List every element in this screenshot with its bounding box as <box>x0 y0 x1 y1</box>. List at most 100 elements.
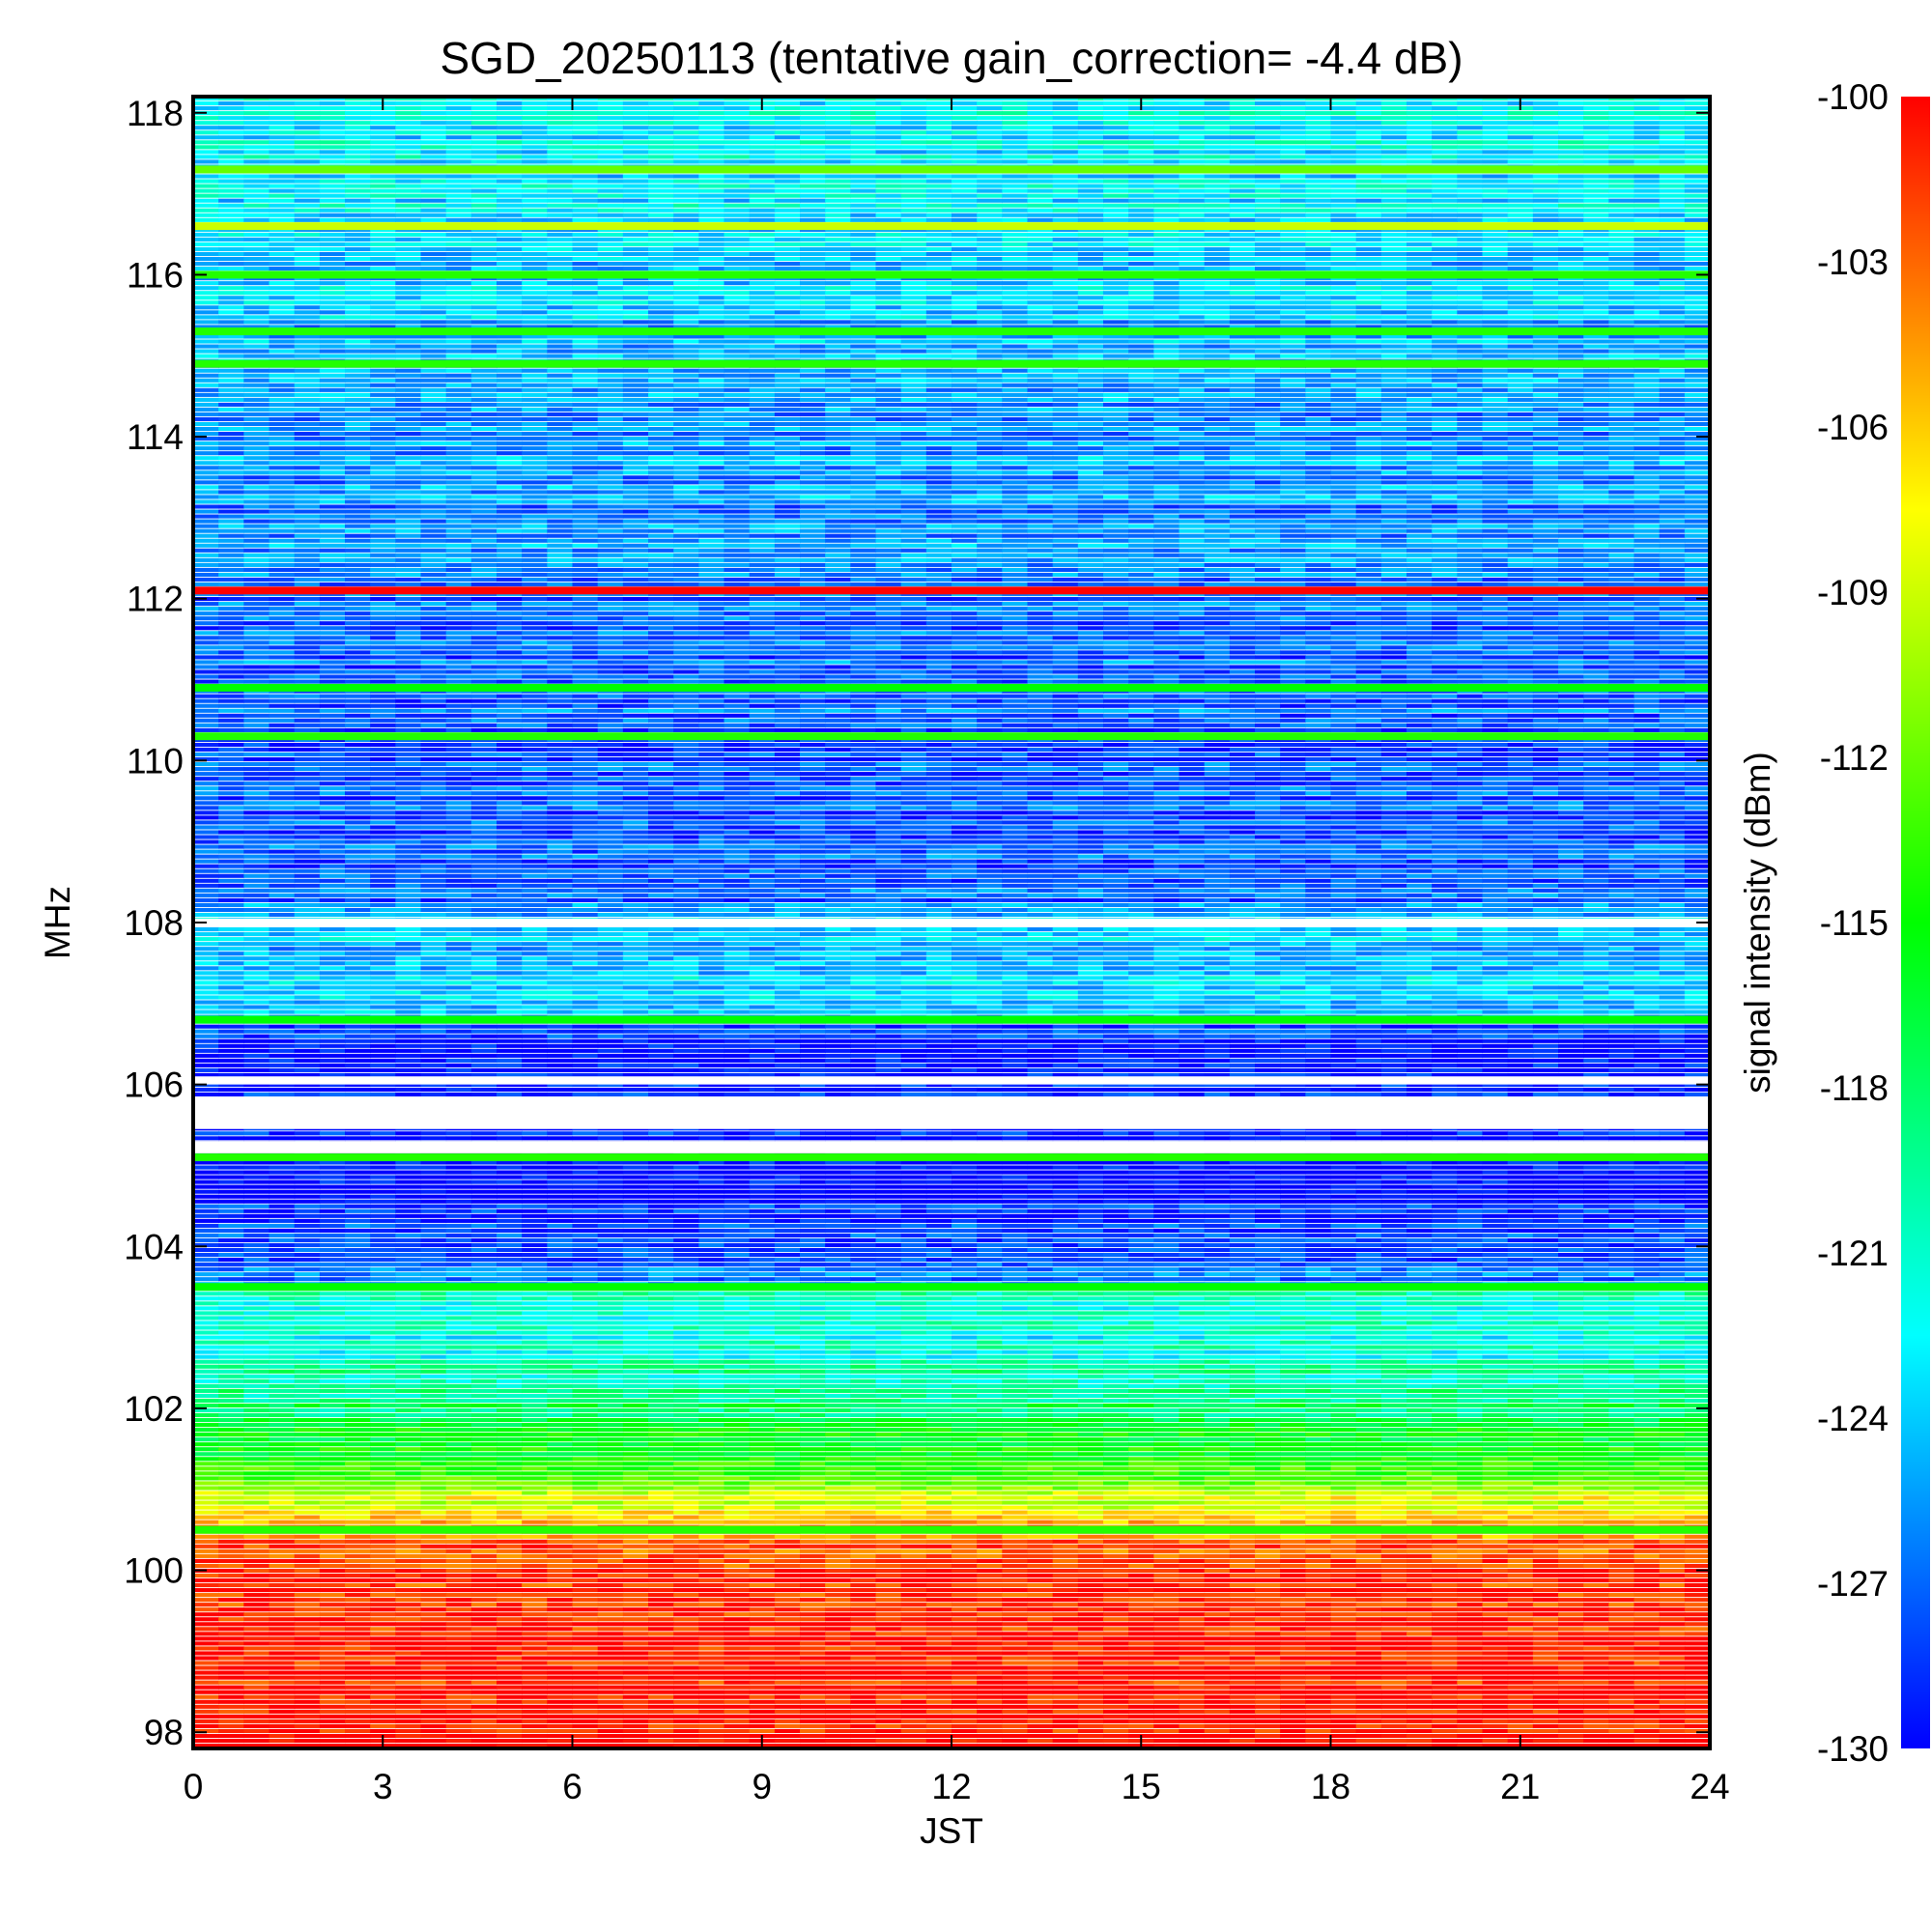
heatmap-cell <box>1280 135 1306 139</box>
heatmap-cell <box>775 150 801 154</box>
heatmap-cell <box>243 209 270 213</box>
heatmap-cell <box>446 379 472 383</box>
heatmap-cell <box>218 194 244 198</box>
heatmap-cell <box>1128 185 1154 188</box>
heatmap-cell <box>1558 310 1584 314</box>
heatmap-cell <box>1153 403 1179 407</box>
heatmap-cell <box>270 213 296 217</box>
heatmap-cell <box>850 369 876 373</box>
heatmap-cell <box>1078 350 1104 354</box>
heatmap-cell <box>370 140 396 144</box>
heatmap-cell <box>800 355 826 358</box>
heatmap-cell <box>598 101 624 105</box>
heatmap-cell <box>1356 150 1382 154</box>
heatmap-cell <box>698 369 724 373</box>
heatmap-cell <box>573 350 599 354</box>
heatmap-cell <box>218 339 244 343</box>
heatmap-cell <box>395 213 421 217</box>
heatmap-cell <box>370 345 396 349</box>
heatmap-cell <box>547 305 573 309</box>
heatmap-cell <box>901 286 927 290</box>
heatmap-cell <box>750 116 776 120</box>
heatmap-cell <box>1432 475 1458 479</box>
heatmap-cell <box>295 145 321 149</box>
heatmap-cell <box>1634 267 1661 270</box>
heatmap-cell <box>698 242 724 246</box>
heatmap-cell <box>270 126 296 129</box>
heatmap-cell <box>1634 180 1661 184</box>
heatmap-cell <box>243 174 270 178</box>
heatmap-cell <box>370 393 396 397</box>
heatmap-cell <box>673 204 699 208</box>
heatmap-cell <box>1053 339 1079 343</box>
heatmap-cell <box>243 345 270 349</box>
heatmap-cell <box>698 111 724 115</box>
heatmap-cell <box>421 461 447 465</box>
heatmap-cell <box>395 480 421 484</box>
heatmap-cell <box>1179 238 1206 242</box>
heatmap-cell <box>1153 194 1179 198</box>
heatmap-cell <box>1381 466 1407 469</box>
heatmap-cell <box>193 427 219 431</box>
heatmap-cell <box>1128 490 1154 494</box>
heatmap-cell <box>497 388 523 392</box>
heatmap-cell <box>1153 121 1179 125</box>
heatmap-cell <box>421 470 447 474</box>
heatmap-cell <box>243 140 270 144</box>
heatmap-cell <box>1205 320 1231 324</box>
heatmap-cell <box>320 369 346 373</box>
heatmap-cell <box>295 403 321 407</box>
heatmap-cell <box>395 291 421 295</box>
heatmap-cell <box>724 159 751 163</box>
heatmap-cell <box>573 499 599 503</box>
heatmap-cell <box>1028 384 1054 387</box>
heatmap-cell <box>395 305 421 309</box>
heatmap-cell <box>345 310 371 314</box>
heatmap-cell <box>926 427 952 431</box>
heatmap-cell <box>1230 194 1256 198</box>
heatmap-cell <box>750 281 776 285</box>
heatmap-cell <box>926 204 952 208</box>
heatmap-cell <box>1028 495 1054 498</box>
heatmap-cell <box>270 456 296 460</box>
heatmap-cell <box>598 140 624 144</box>
heatmap-cell <box>1406 470 1433 474</box>
heatmap-cell <box>952 300 978 304</box>
heatmap-cell <box>1533 106 1559 110</box>
heatmap-cell <box>1305 159 1331 163</box>
heatmap-cell <box>320 441 346 445</box>
heatmap-cell <box>598 393 624 397</box>
heatmap-cell <box>1280 441 1306 445</box>
heatmap-cell <box>1533 238 1559 242</box>
heatmap-cell <box>825 145 851 149</box>
heatmap-cell <box>1305 247 1331 251</box>
heatmap-cell <box>673 345 699 349</box>
heatmap-cell <box>648 379 674 383</box>
heatmap-cell <box>952 374 978 378</box>
heatmap-cell <box>218 320 244 324</box>
heatmap-cell <box>648 242 674 246</box>
heatmap-cell <box>1634 432 1661 436</box>
heatmap-cell <box>901 403 927 407</box>
heatmap-cell <box>698 262 724 266</box>
heatmap-cell <box>1078 135 1104 139</box>
heatmap-cell <box>193 286 219 290</box>
heatmap-cell <box>1305 209 1331 213</box>
heatmap-cell <box>1381 437 1407 440</box>
heatmap-cell <box>218 286 244 290</box>
heatmap-cell <box>370 159 396 163</box>
heatmap-cell <box>598 233 624 237</box>
heatmap-cell <box>497 315 523 319</box>
heatmap-cell <box>270 485 296 489</box>
heatmap-cell <box>1280 437 1306 440</box>
heatmap-cell <box>623 355 649 358</box>
heatmap-cell <box>345 461 371 465</box>
heatmap-cell <box>1153 432 1179 436</box>
heatmap-cell <box>1255 422 1281 426</box>
heatmap-cell <box>1078 470 1104 474</box>
heatmap-cell <box>1558 470 1584 474</box>
heatmap-cell <box>497 466 523 469</box>
heatmap-cell <box>1381 485 1407 489</box>
heatmap-cell <box>876 126 902 129</box>
heatmap-cell <box>825 199 851 203</box>
